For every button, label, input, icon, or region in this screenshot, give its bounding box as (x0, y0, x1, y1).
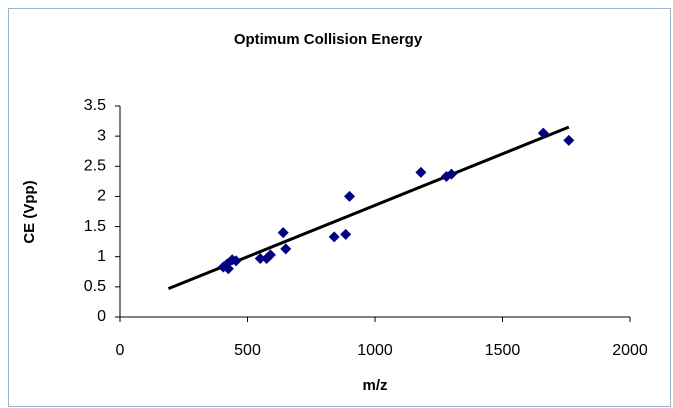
y-axis-title: CE (Vpp) (21, 180, 38, 243)
data-point (222, 263, 234, 275)
data-point (264, 249, 276, 261)
x-tick-label: 1500 (485, 342, 521, 359)
data-point (344, 190, 355, 202)
x-tick-label: 500 (234, 342, 261, 359)
y-tick-label: 1 (97, 248, 106, 265)
y-tick-label: 1.5 (84, 218, 106, 235)
data-point (563, 134, 575, 146)
data-point (415, 166, 427, 178)
data-point (446, 168, 457, 180)
y-tick-label: 0.5 (84, 278, 106, 295)
y-tick-label: 2 (97, 188, 106, 205)
y-tick-label: 3 (97, 127, 106, 144)
x-tick-label: 2000 (612, 342, 648, 359)
x-tick-label: 0 (116, 342, 125, 359)
y-tick-label: 0 (97, 308, 106, 325)
x-axis-title: m/z (362, 377, 387, 394)
data-point (537, 127, 549, 139)
data-point (277, 227, 289, 239)
y-tick-label: 3.5 (84, 97, 106, 114)
data-point (328, 231, 340, 243)
data-point (254, 253, 266, 265)
y-tick-label: 2.5 (84, 158, 106, 175)
data-point (340, 228, 352, 240)
data-point (230, 255, 242, 267)
x-tick-label: 1000 (357, 342, 393, 359)
data-point (280, 243, 292, 255)
chart-title: Optimum Collision Energy (234, 31, 423, 48)
chart-frame (8, 8, 671, 407)
